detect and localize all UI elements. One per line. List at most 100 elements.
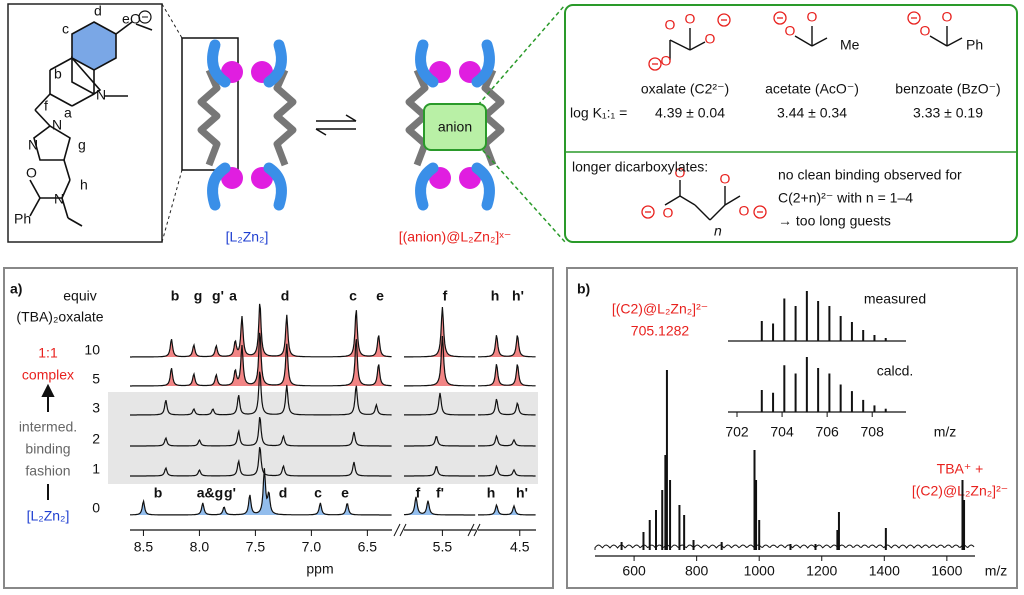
row-label: 3: [92, 400, 100, 416]
x-tick-label: 704: [770, 424, 794, 440]
atom-label: O: [785, 23, 796, 39]
peak-label: e: [341, 485, 349, 501]
logk-value: 3.44 ± 0.34: [777, 105, 847, 121]
bond: [794, 35, 813, 47]
charge-icon: [773, 11, 787, 25]
guest-name: benzoate (BzO⁻): [895, 81, 1000, 97]
subscript-n: n: [714, 223, 722, 239]
bond: [664, 195, 681, 206]
atom-label: e: [122, 11, 130, 27]
quinoline: [207, 162, 231, 211]
spectrum: [478, 503, 536, 516]
intermediate-band: [108, 392, 538, 484]
x-tick-label: 702: [725, 424, 749, 440]
atom-label: O: [705, 31, 716, 47]
spectrum: [478, 398, 536, 416]
peak-label: b: [154, 485, 163, 501]
atom-label: Me: [840, 37, 860, 53]
logk-value: 3.33 ± 0.19: [913, 105, 983, 121]
axis-break: [399, 523, 407, 537]
bond: [669, 39, 691, 51]
spectrum: [404, 466, 476, 477]
axis-label: ppm: [306, 561, 333, 577]
linker: [405, 68, 429, 167]
x-tick-label: 1600: [931, 563, 962, 579]
linker: [273, 68, 297, 167]
spectrum: [130, 417, 392, 447]
axis-break: [467, 523, 475, 537]
x-tick-label: 6.5: [358, 539, 378, 555]
cage-drawings: [197, 39, 505, 211]
binding-box: [564, 4, 1018, 243]
axis-break: [393, 523, 401, 537]
spectrum: [478, 364, 536, 387]
peak-label: h: [491, 288, 500, 304]
quinoline: [471, 39, 495, 88]
peak-label: a: [229, 288, 237, 304]
trace-label: calcd.: [877, 363, 914, 379]
state-label: fashion: [25, 463, 70, 479]
x-tick-label: 7.0: [302, 539, 322, 555]
spectrum: [478, 434, 536, 447]
section-label: longer dicarboxylates:: [572, 159, 708, 175]
peak-fill: [478, 335, 536, 357]
bond: [724, 195, 741, 206]
structure-box: [7, 3, 163, 243]
equiv-label: equiv: [63, 288, 96, 304]
logk-label: log K₁:₁ =: [570, 105, 627, 121]
mass-label: 705.1282: [631, 323, 690, 339]
state-label: 1:1: [38, 345, 58, 361]
spectrum: [404, 335, 476, 387]
ion-label: [(C2)@L₂Zn₂]²⁻: [612, 301, 708, 317]
atom-label: N: [28, 137, 38, 153]
x-tick-label: 600: [622, 563, 646, 579]
reagent-label: (TBA)₂oxalate: [16, 309, 103, 325]
state-label: complex: [22, 367, 74, 383]
note: → too long guests: [778, 213, 891, 229]
state-label: [L₂Zn₂]: [27, 508, 70, 524]
state-arrow: [41, 383, 55, 500]
state-label: binding: [25, 441, 70, 457]
quinoline: [415, 39, 439, 88]
x-tick-label: 706: [815, 424, 839, 440]
equilibrium-arrows: [315, 114, 357, 136]
connector: [161, 169, 183, 243]
peak-label: g': [212, 288, 224, 304]
quinoline: [207, 39, 231, 88]
peak-label: d: [279, 485, 288, 501]
x-tick-label: 8.5: [134, 539, 154, 555]
anion-label: anion: [438, 119, 472, 135]
logk-value: 4.39 ± 0.04: [655, 105, 725, 121]
charge-icon: [907, 11, 921, 25]
atom-label: f: [44, 98, 48, 114]
x-tick-label: 708: [861, 424, 885, 440]
bond: [929, 35, 948, 47]
atom-label: O: [26, 165, 37, 181]
axis-break: [473, 523, 481, 537]
charge-icon: [138, 10, 152, 24]
structure: [29, 21, 153, 227]
atom-label: O: [720, 171, 731, 187]
panel-label: a): [10, 281, 22, 297]
atom-label: O: [920, 23, 931, 39]
peak-label: e: [376, 288, 384, 304]
bond: [694, 204, 711, 221]
bond: [679, 195, 696, 206]
charge-icon: [717, 13, 731, 27]
atom-label: c: [62, 21, 69, 37]
spectrum: [404, 306, 476, 358]
atom-label: O: [685, 11, 696, 27]
axis-label: m/z: [934, 424, 957, 440]
ms-baseline: [594, 544, 975, 550]
charge-icon: [648, 57, 662, 71]
peak-label: c: [314, 485, 322, 501]
atom-label: N: [96, 87, 106, 103]
atom-label: O: [130, 11, 141, 27]
peak-label: b: [171, 288, 180, 304]
peak-label: d: [281, 288, 290, 304]
x-tick-label: 5.5: [433, 539, 453, 555]
x-tick-label: 4.5: [510, 539, 530, 555]
peak-label: c: [349, 288, 357, 304]
atom-label: O: [739, 203, 750, 219]
